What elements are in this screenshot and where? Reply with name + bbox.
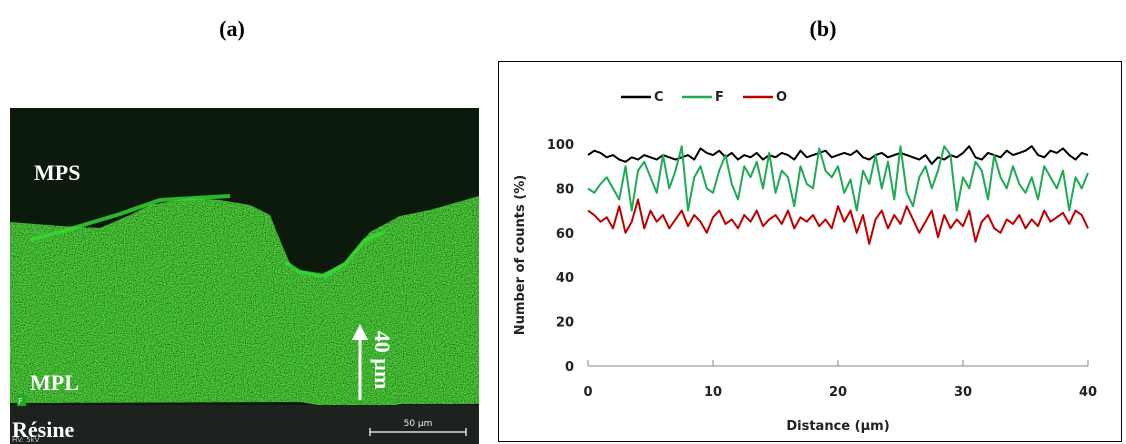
channel-box <box>17 395 26 406</box>
y-tick-label: 80 <box>556 182 574 197</box>
series-line <box>587 198 1089 245</box>
x-tick-label: 0 <box>583 385 592 400</box>
image-label: MPL <box>30 370 79 395</box>
legend-label: O <box>776 90 787 105</box>
arrow-label: 40 µm <box>370 331 395 390</box>
y-tick-label: 0 <box>565 360 574 375</box>
x-tick-label: 40 <box>1079 385 1097 400</box>
y-axis-label: Number of counts (%) <box>513 175 528 335</box>
interface-highlight <box>29 194 386 279</box>
legend-label: C <box>654 90 664 105</box>
chart-frame <box>498 61 1122 442</box>
x-tick-label: 30 <box>954 385 972 400</box>
panel-label: (a) <box>219 16 245 41</box>
chart: 0 20 40 60 80 100 0 10 20 30 40 Distance (µm) Number… <box>513 90 1097 434</box>
x-tick-label: 20 <box>829 385 847 400</box>
legend-label: F <box>715 90 724 105</box>
image-label: Résine <box>12 417 75 442</box>
arrow-head <box>352 324 368 340</box>
fluorine-map <box>10 196 479 416</box>
info-label: HV: 5kV <box>12 436 40 444</box>
micrograph: MPS MPL Résine F HV: 5kV 40 µm 50 µm <box>10 108 479 444</box>
y-tick-label: 60 <box>556 227 574 242</box>
image-label: MPS <box>34 160 80 185</box>
y-tick-label: 40 <box>556 271 574 286</box>
series-line <box>587 145 1089 212</box>
panel-label: (b) <box>810 16 837 41</box>
series-line <box>587 145 1089 165</box>
x-tick-label: 10 <box>704 385 722 400</box>
y-tick-label: 100 <box>547 138 574 153</box>
scale-label: 50 µm <box>404 419 433 429</box>
resin-band <box>10 405 479 444</box>
channel-label: F <box>18 397 23 406</box>
y-tick-label: 20 <box>556 316 574 331</box>
x-axis-label: Distance (µm) <box>786 419 889 434</box>
